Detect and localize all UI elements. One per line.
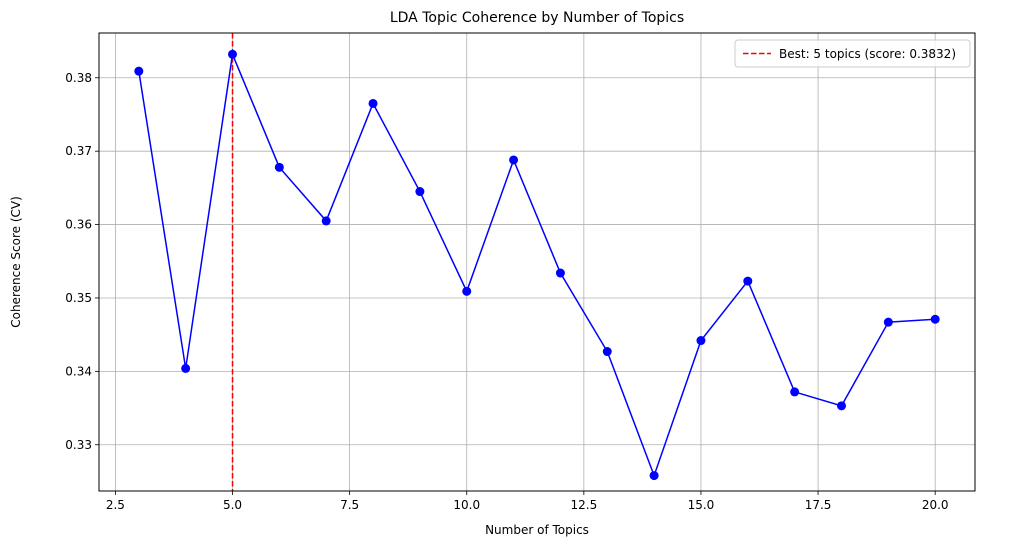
data-point [930, 314, 940, 324]
data-point [836, 401, 846, 411]
data-point [181, 363, 191, 373]
coherence-series-line [138, 51, 936, 478]
legend-label-reference: Best: 5 topics (score: 0.3832) [779, 47, 956, 61]
data-point [555, 268, 565, 278]
data-point [602, 347, 612, 357]
chart-title: LDA Topic Coherence by Number of Topics [390, 10, 684, 26]
y-tick-label: 0.33 [65, 438, 92, 452]
legend-box [734, 39, 971, 68]
data-point [743, 276, 753, 286]
x-axis-label: Number of Topics [485, 523, 589, 537]
x-tick-label: 2.5 [106, 498, 125, 512]
x-ticks: 2.5 5.0 7.5 10.0 12.5 15.0 17.5 20.0 [106, 491, 949, 512]
data-point [134, 66, 144, 76]
x-tick-label: 7.5 [340, 498, 359, 512]
data-point [790, 387, 800, 397]
y-ticks: 0.33 0.34 0.35 0.36 0.37 0.38 [65, 71, 99, 452]
data-point [321, 216, 331, 226]
x-tick-label: 5.0 [223, 498, 242, 512]
y-tick-label: 0.35 [65, 291, 92, 305]
x-tick-label: 15.0 [688, 498, 715, 512]
y-tick-label: 0.38 [65, 71, 92, 85]
data-point [883, 317, 893, 327]
data-point [415, 187, 425, 197]
plot-frame [98, 32, 976, 492]
y-axis-label: Coherence Score (CV) [9, 196, 23, 328]
data-point [696, 336, 706, 346]
y-tick-label: 0.37 [65, 144, 92, 158]
x-tick-label: 12.5 [570, 498, 597, 512]
legend: Best: 5 topics (score: 0.3832) [734, 39, 971, 68]
x-tick-label: 10.0 [453, 498, 480, 512]
y-tick-label: 0.36 [65, 218, 92, 232]
x-tick-label: 20.0 [922, 498, 949, 512]
data-point [228, 49, 238, 59]
data-point [509, 155, 519, 165]
data-point [274, 162, 284, 172]
data-point [462, 286, 472, 296]
y-tick-label: 0.34 [65, 364, 92, 378]
series-layer [134, 49, 940, 481]
grid-layer [99, 33, 975, 491]
x-tick-label: 17.5 [805, 498, 832, 512]
data-point [649, 471, 659, 481]
data-point [368, 98, 378, 108]
